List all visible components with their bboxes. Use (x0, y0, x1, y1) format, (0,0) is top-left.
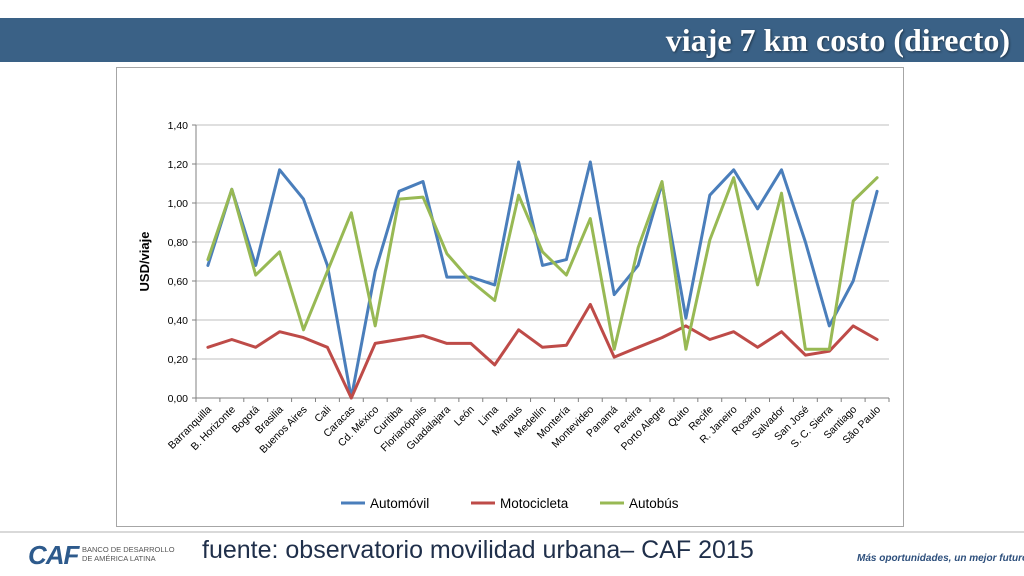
y-axis-title: USD/viaje (137, 232, 152, 292)
legend-label: Automóvil (370, 496, 429, 511)
title-bar (0, 18, 1024, 62)
chart-frame: 0,00 0,20 0,40 0,60 0,80 1,00 1,20 1,40 Barranqu… (116, 67, 904, 527)
y-tick-label: 1,40 (168, 120, 189, 132)
legend-label: Autobús (629, 496, 679, 511)
logo-text-line2: DE AMÉRICA LATINA (82, 554, 156, 563)
logo-text: BANCO DE DESARROLLO DE AMÉRICA LATINA (82, 545, 202, 563)
series-line-2 (206, 302, 879, 400)
y-tick-label: 0,60 (168, 276, 189, 288)
source-note: fuente: observatorio movilidad urbana– C… (202, 536, 754, 564)
footer-divider (0, 531, 1024, 533)
series-line-1 (206, 160, 879, 400)
logo-text-line1: BANCO DE DESARROLLO (82, 545, 175, 554)
y-tick-label: 0,00 (168, 393, 189, 405)
slogan: Más oportunidades, un mejor futuro. (857, 553, 1024, 564)
series-line-3 (206, 176, 879, 351)
legend-label: Motocicleta (500, 496, 569, 511)
line-chart: 0,000,200,400,600,801,001,201,40Barranqu… (137, 120, 890, 511)
y-tick-label: 0,20 (168, 354, 189, 366)
y-tick-label: 0,80 (168, 237, 189, 249)
slide-title: viaje 7 km costo (directo) (665, 22, 1010, 58)
x-tick-label: León (452, 404, 477, 429)
logo-mark: CAF (28, 540, 79, 570)
y-tick-label: 1,20 (168, 159, 189, 171)
y-tick-label: 1,00 (168, 198, 189, 210)
y-tick-label: 0,40 (168, 315, 189, 327)
